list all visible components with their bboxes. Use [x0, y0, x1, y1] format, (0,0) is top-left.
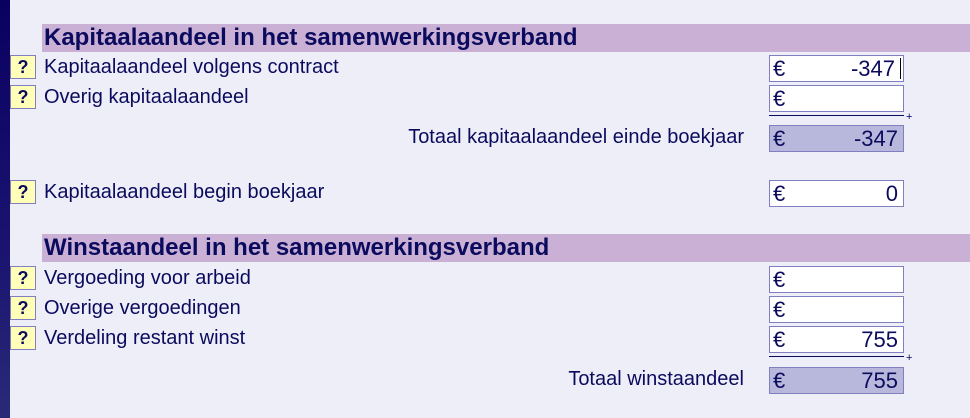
euro-sign: €	[773, 327, 786, 352]
label-vergoeding-arbeid: Vergoeding voor arbeid	[44, 267, 251, 289]
input-overig-kapitaal[interactable]: €	[769, 85, 904, 112]
euro-sign: €	[773, 86, 786, 111]
value: 0	[885, 181, 898, 206]
help-button[interactable]: ?	[10, 266, 36, 290]
label-totaal-winst: Totaal winstaandeel	[568, 368, 744, 390]
sum-line	[769, 115, 904, 116]
euro-sign: €	[773, 368, 786, 393]
text-caret	[900, 58, 901, 79]
left-sidebar-strip	[0, 0, 10, 418]
help-button[interactable]: ?	[10, 85, 36, 109]
total-kapitaal-field: € -347	[769, 125, 904, 152]
label-kapitaal-begin: Kapitaalaandeel begin boekjaar	[44, 181, 325, 203]
label-totaal-kapitaal: Totaal kapitaalaandeel einde boekjaar	[408, 126, 744, 148]
input-kapitaal-contract[interactable]: € -347	[769, 55, 904, 82]
euro-sign: €	[773, 267, 786, 292]
input-kapitaal-begin[interactable]: €0	[769, 180, 904, 207]
help-button[interactable]: ?	[10, 326, 36, 350]
value: -347	[853, 126, 898, 151]
section-header-kapitaal: Kapitaalaandeel in het samenwerkingsverb…	[42, 24, 970, 52]
total-winst-field: €755	[769, 367, 904, 394]
label-overig-kapitaal: Overig kapitaalaandeel	[44, 86, 249, 108]
input-overige-vergoedingen[interactable]: €	[769, 296, 904, 323]
plus-sign: +	[906, 352, 913, 364]
value: 755	[861, 368, 898, 393]
value: -347	[850, 56, 895, 81]
euro-sign: €	[773, 56, 786, 81]
euro-sign: €	[773, 297, 786, 322]
input-vergoeding-arbeid[interactable]: €	[769, 266, 904, 293]
label-kapitaal-contract: Kapitaalaandeel volgens contract	[44, 56, 339, 78]
label-verdeling-restant: Verdeling restant winst	[44, 327, 246, 349]
label-overige-vergoedingen: Overige vergoedingen	[44, 297, 241, 319]
value: 755	[861, 327, 898, 352]
euro-sign: €	[773, 181, 786, 206]
section-header-winst: Winstaandeel in het samenwerkingsverband	[42, 234, 970, 262]
sum-line	[769, 356, 904, 357]
help-button[interactable]: ?	[10, 180, 36, 204]
plus-sign: +	[906, 111, 913, 123]
euro-sign: €	[773, 126, 786, 151]
help-button[interactable]: ?	[10, 55, 36, 79]
input-verdeling-restant[interactable]: €755	[769, 326, 904, 353]
help-button[interactable]: ?	[10, 296, 36, 320]
